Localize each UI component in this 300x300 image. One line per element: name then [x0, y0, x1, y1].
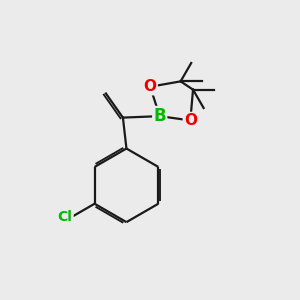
Text: O: O — [144, 79, 157, 94]
Text: Cl: Cl — [58, 210, 73, 224]
Text: O: O — [184, 113, 197, 128]
Text: B: B — [153, 107, 166, 125]
